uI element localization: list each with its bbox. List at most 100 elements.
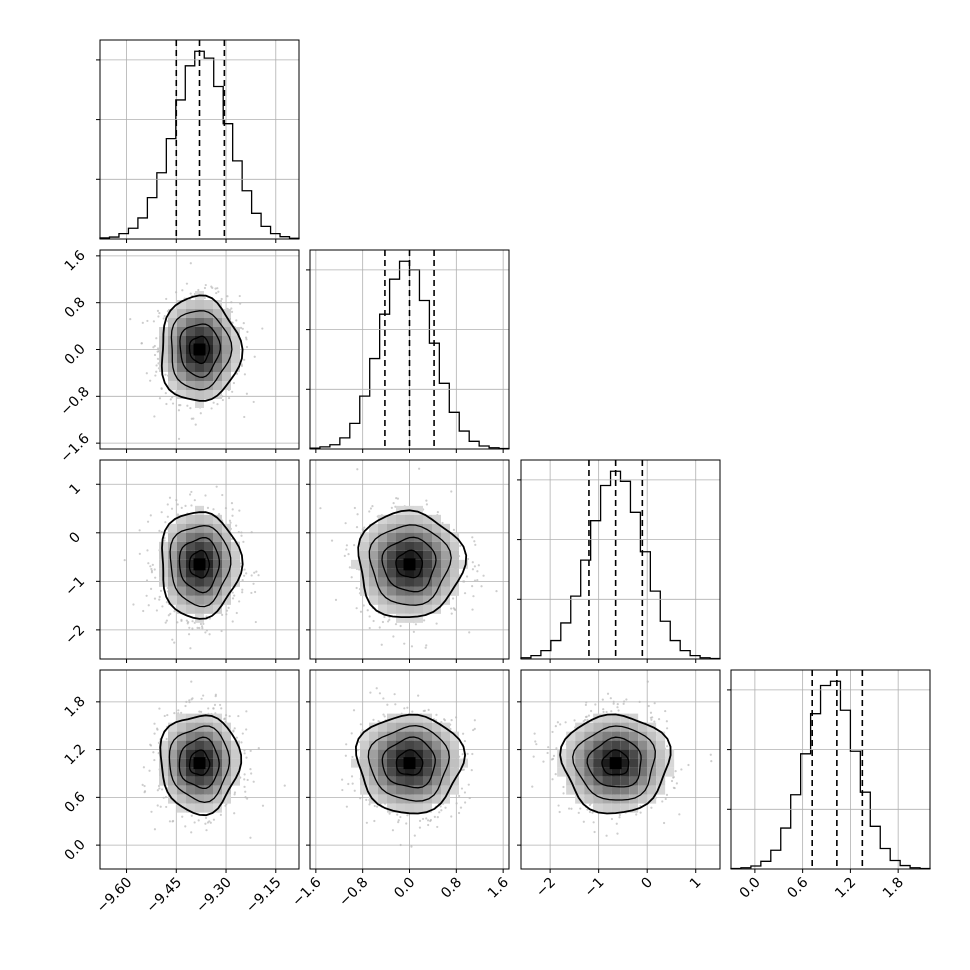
density-cell — [450, 550, 459, 560]
sample-point — [177, 409, 181, 412]
sample-point — [187, 454, 189, 456]
density-cell — [396, 613, 405, 623]
sample-point — [219, 703, 222, 707]
density-cell — [222, 586, 231, 596]
density-cell — [396, 532, 405, 542]
sample-point — [212, 818, 216, 821]
sample-point — [399, 843, 402, 847]
sample-point — [435, 622, 438, 625]
sample-point — [249, 749, 252, 752]
sample-point — [244, 336, 248, 339]
sample-point — [341, 788, 344, 792]
sample-point — [158, 707, 161, 710]
density-cell — [396, 541, 405, 551]
density-cell — [195, 568, 204, 578]
sample-point — [150, 810, 153, 813]
sample-point — [231, 591, 234, 594]
contour-line — [168, 725, 231, 804]
sample-point — [171, 396, 174, 399]
density-cell — [186, 740, 195, 750]
sample-point — [418, 467, 421, 470]
density-cell — [231, 550, 240, 560]
sample-point — [188, 493, 192, 496]
sample-point — [391, 829, 395, 832]
sample-point — [153, 415, 156, 418]
sample-point — [207, 707, 210, 710]
density-cell — [204, 550, 213, 560]
sample-point — [212, 707, 215, 710]
sample-point — [154, 374, 157, 377]
sample-point — [381, 620, 385, 624]
panel-1-0: −1.6−0.80.00.81.6 — [57, 247, 300, 466]
density-cell — [396, 577, 405, 587]
x-tick-label: −9.30 — [193, 875, 235, 917]
sample-point — [347, 782, 350, 786]
density-cell — [222, 568, 231, 578]
sample-point — [233, 594, 236, 597]
density-cell — [423, 532, 432, 542]
sample-point — [187, 621, 190, 624]
panel-frame — [99, 39, 300, 240]
sample-point — [152, 751, 155, 754]
sample-point — [230, 501, 234, 505]
density-cell — [159, 550, 168, 560]
density-cell — [204, 327, 213, 336]
sample-point — [225, 609, 229, 612]
sample-point — [165, 402, 168, 406]
sample-point — [231, 514, 234, 517]
sample-point — [345, 544, 349, 547]
density-cell — [159, 354, 168, 363]
density-cell — [177, 550, 186, 560]
sample-point — [495, 589, 498, 593]
sample-point — [257, 574, 260, 577]
density-cell — [177, 604, 186, 614]
sample-point — [368, 626, 371, 630]
density-cell — [369, 532, 378, 542]
sample-point — [482, 574, 485, 577]
density-cell — [351, 559, 360, 569]
sample-point — [166, 515, 169, 518]
contour-line — [159, 714, 243, 817]
sample-point — [196, 626, 199, 629]
sample-point — [249, 768, 252, 771]
density-cell — [231, 363, 240, 372]
density-cell — [204, 794, 213, 804]
sample-point — [240, 364, 244, 368]
sample-point — [210, 407, 213, 410]
sample-point — [245, 710, 248, 713]
sample-point — [392, 502, 395, 505]
sample-point — [252, 780, 255, 783]
density-cell — [213, 604, 222, 614]
contour-line — [169, 524, 232, 608]
sample-point — [233, 791, 237, 794]
density-cell — [204, 345, 213, 354]
sample-point — [353, 543, 356, 547]
density-cell — [204, 390, 213, 399]
sample-point — [368, 510, 371, 513]
contour-line — [381, 536, 437, 593]
sample-point — [380, 643, 383, 646]
panel-3-1: −1.6 −0.8 0.0 0.8 1.6 — [289, 669, 512, 910]
density-cell — [369, 550, 378, 560]
density-cell — [177, 767, 186, 777]
y-tick-label: 1.8 — [62, 693, 89, 720]
sample-point — [231, 597, 235, 600]
sample-point — [245, 756, 248, 759]
sample-point — [240, 741, 243, 744]
sample-point — [241, 591, 244, 594]
density-cell — [213, 740, 222, 750]
density-cell — [387, 568, 396, 578]
density-cell — [414, 568, 423, 578]
density-cell — [204, 354, 213, 363]
density-cell — [369, 586, 378, 596]
density-cell — [186, 586, 195, 596]
density-cell — [432, 595, 441, 605]
sample-point — [147, 604, 150, 607]
sample-point — [243, 752, 246, 755]
sample-point — [229, 521, 232, 524]
sample-point — [383, 715, 386, 718]
sample-point — [241, 579, 244, 582]
density-cell — [204, 758, 213, 768]
density-cell — [387, 514, 396, 524]
contour-line — [161, 511, 244, 620]
